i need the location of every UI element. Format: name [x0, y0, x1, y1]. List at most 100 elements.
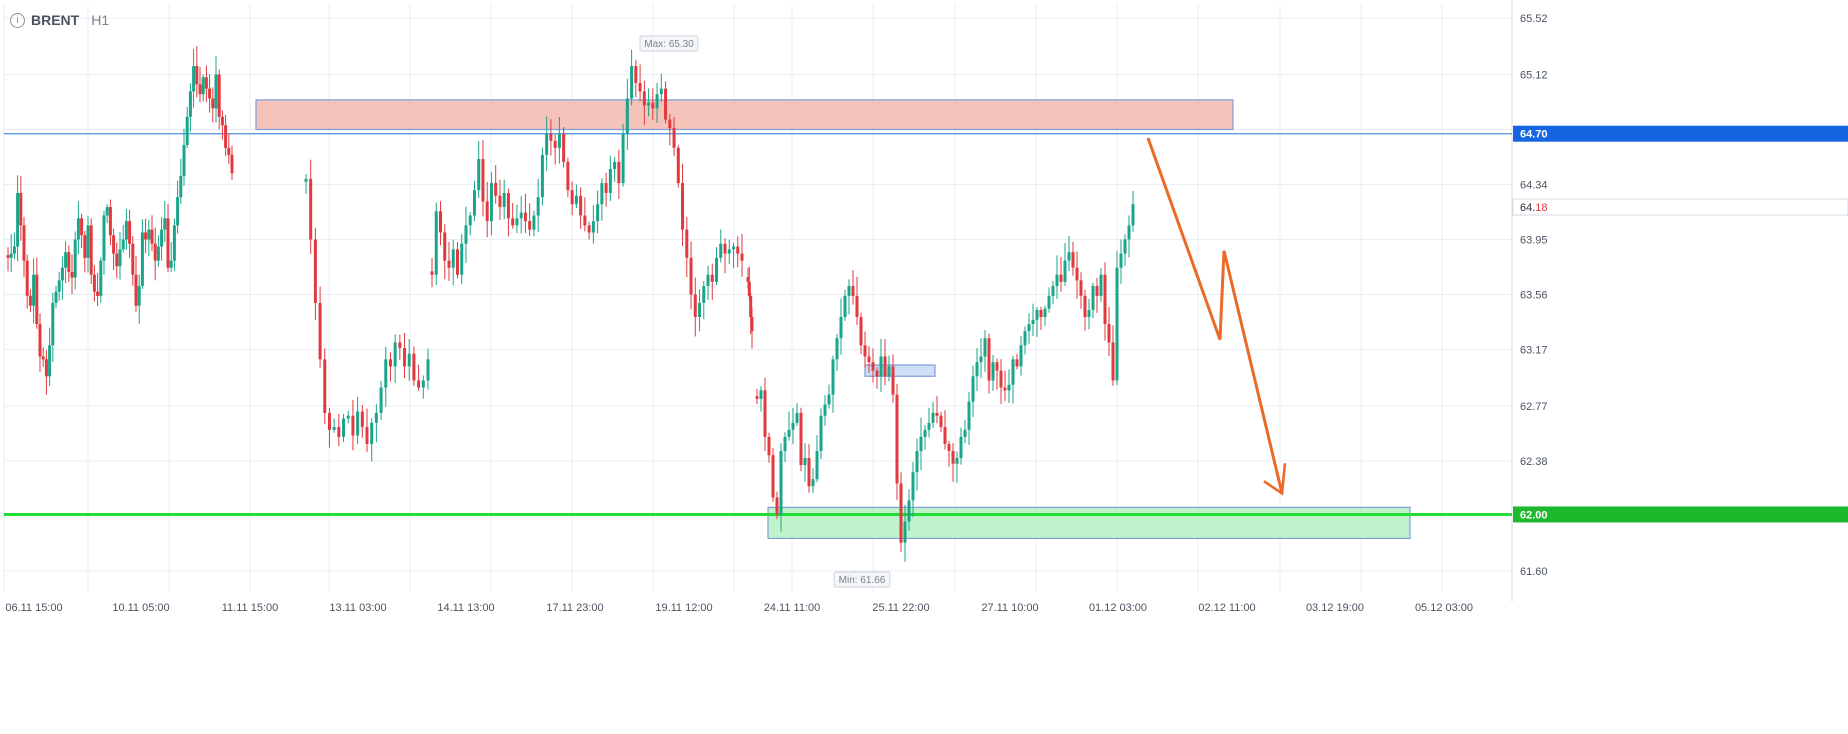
candle-body — [1131, 204, 1135, 226]
candle-body — [557, 133, 561, 148]
candle-body — [570, 190, 574, 205]
candle-body — [963, 429, 967, 437]
candle-body — [1083, 295, 1087, 318]
candle-body — [384, 359, 388, 388]
candle-body — [1043, 308, 1047, 318]
candle-body — [1047, 295, 1051, 309]
current-price-bg — [1512, 198, 1848, 216]
candle-body — [102, 215, 106, 261]
candle-body — [863, 345, 867, 357]
candle-body — [681, 183, 685, 230]
candle-body — [971, 376, 975, 402]
candle-body — [131, 243, 135, 275]
candle-body — [144, 232, 148, 240]
candle-body — [579, 195, 583, 216]
candle-body — [574, 195, 578, 205]
candle-body — [105, 207, 109, 216]
candle-body — [156, 246, 160, 261]
candle-body — [188, 91, 192, 117]
candle-body — [70, 271, 74, 278]
x-tick-label: 06.11 15:00 — [5, 602, 62, 614]
candle-body — [1087, 309, 1091, 318]
candle-body — [342, 418, 346, 437]
candle-body — [309, 178, 313, 240]
x-tick-label: 17.11 23:00 — [546, 602, 603, 614]
candle-body — [403, 348, 407, 367]
candle-body — [38, 324, 42, 357]
candle-body — [57, 280, 61, 292]
candle-body — [96, 291, 100, 296]
min-label-text: Min: 61.66 — [839, 575, 886, 586]
candle-body — [60, 267, 64, 281]
max-label-box — [639, 35, 699, 52]
candle-body — [1027, 324, 1031, 332]
candle-body — [706, 274, 710, 287]
candle-body — [907, 500, 911, 522]
candle-body — [9, 253, 13, 258]
candle-body — [25, 260, 29, 296]
y-tick-label: 63.56 — [1520, 289, 1548, 301]
candle-body — [659, 88, 663, 95]
candle-body — [771, 455, 775, 498]
candle-body — [451, 249, 455, 268]
candle-body — [498, 195, 502, 208]
min-label-box — [833, 571, 891, 588]
support-zone — [767, 506, 1411, 540]
candle-body — [545, 133, 549, 155]
candle-body — [899, 483, 903, 543]
candle-body — [35, 274, 39, 325]
resistance-tag-text: 64.70 — [1520, 129, 1548, 141]
y-tick-label: 63.95 — [1520, 234, 1548, 246]
candle-body — [211, 98, 215, 109]
candle-body — [519, 212, 523, 219]
candle-body — [759, 390, 763, 399]
candle-body — [951, 450, 955, 464]
candle-body — [795, 412, 799, 423]
candle-body — [54, 291, 58, 303]
current-price-tag: 64.18 — [1512, 198, 1848, 216]
candle-body — [655, 94, 659, 109]
candle-body — [1123, 239, 1127, 254]
candle-body — [468, 215, 472, 226]
candle-body — [89, 225, 93, 275]
candle-body — [407, 353, 411, 367]
candle-body — [511, 218, 515, 226]
candle-body — [204, 77, 208, 89]
candle-body — [553, 140, 557, 148]
candle-body — [621, 133, 625, 184]
candle-body — [823, 404, 827, 416]
candle-body — [313, 239, 317, 303]
candle-body — [536, 197, 540, 216]
candle-body — [179, 176, 183, 198]
candle-body — [1063, 260, 1067, 282]
candle-body — [22, 225, 26, 261]
candle-body — [172, 225, 176, 261]
candle-body — [710, 274, 714, 282]
info-icon[interactable]: i — [10, 12, 25, 28]
candle-body — [128, 221, 132, 244]
candle-body — [430, 271, 434, 275]
x-tick-label: 14.11 13:00 — [437, 602, 494, 614]
candle-body — [1023, 331, 1027, 346]
candle-body — [867, 356, 871, 363]
candle-body — [859, 317, 863, 346]
candle-body — [351, 415, 355, 436]
timeframe-label[interactable]: H1 — [91, 12, 110, 28]
candle-body — [947, 443, 951, 451]
candle-body — [208, 88, 212, 99]
x-tick-label: 10.11 05:00 — [112, 602, 169, 614]
resistance-tag-bg — [1513, 125, 1848, 142]
candle-body — [895, 394, 899, 484]
candle-body — [1107, 324, 1111, 343]
candle-body — [779, 450, 783, 515]
candle-body — [137, 286, 141, 306]
candle-body — [999, 370, 1003, 388]
candle-body — [887, 366, 891, 377]
candle-body — [304, 178, 308, 182]
candle-body — [140, 232, 144, 287]
candle-body — [332, 427, 336, 430]
candle-body — [198, 84, 202, 95]
candle-body — [1119, 253, 1123, 268]
